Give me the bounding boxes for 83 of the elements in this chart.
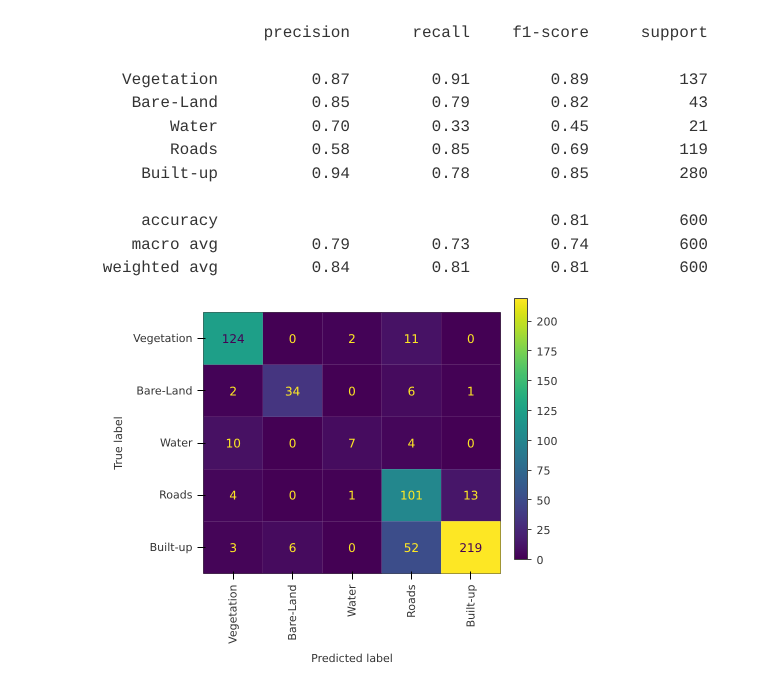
data-label: 219 — [459, 540, 482, 555]
x-tick-label: Roads — [404, 584, 418, 618]
data-label: 34 — [284, 384, 300, 398]
text: 0.79 — [432, 94, 470, 112]
y-tick-label: Built-up — [150, 540, 193, 554]
x-tick-label: Water — [346, 584, 358, 618]
category-label: precision — [264, 23, 350, 43]
color-bar-label: 25 — [536, 524, 550, 538]
x-tick-label: Bare-Land — [286, 584, 300, 641]
text: 0.89 — [550, 71, 589, 89]
data-label: 2 — [348, 332, 356, 346]
color-bar-label: 50 — [536, 494, 550, 508]
text: 0.84 — [312, 259, 350, 277]
text: 0.45 — [550, 118, 589, 136]
data-label: 4 — [229, 488, 238, 503]
text: 0.91 — [432, 71, 470, 89]
text: 0.85 — [312, 94, 350, 112]
text: 600 — [679, 259, 708, 277]
y-tick-label: Bare-Land — [136, 384, 193, 398]
data-label: 124 — [222, 332, 245, 346]
text: 137 — [679, 71, 708, 89]
color-bar-label: 75 — [536, 464, 550, 478]
data-label: 11 — [404, 332, 420, 346]
x-tick-label: Built-up — [464, 584, 478, 628]
color-bar-label: 100 — [536, 434, 558, 448]
text: 0.73 — [432, 236, 470, 254]
category-label: weighted avg — [102, 259, 218, 277]
color-bar-label: 150 — [536, 375, 558, 388]
data-label: 0 — [288, 436, 296, 450]
color-bar-label: 0 — [536, 554, 544, 567]
text: 21 — [688, 118, 708, 136]
data-label: 0 — [348, 540, 356, 555]
text: 0.74 — [550, 236, 589, 254]
category-label: accuracy — [141, 212, 218, 230]
data-label: 13 — [463, 488, 478, 503]
text: 0.33 — [432, 118, 470, 136]
text: 0.85 — [432, 141, 470, 159]
x-axis-title: Predicted label — [311, 652, 393, 665]
color-bar-label: 200 — [536, 316, 558, 329]
text: 0.94 — [312, 165, 350, 183]
text: 0.78 — [432, 165, 470, 183]
text: 280 — [679, 165, 708, 183]
category-label: macro avg — [132, 236, 218, 254]
data-label: 7 — [348, 436, 356, 450]
text: 0.81 — [550, 212, 589, 230]
data-label: 0 — [288, 332, 296, 346]
data-label: 3 — [229, 540, 238, 555]
x-tick-label: Vegetation — [226, 584, 240, 644]
category-label: support — [640, 23, 708, 43]
text: 600 — [679, 236, 708, 254]
y-tick-label: Roads — [159, 488, 193, 502]
text: 0.81 — [432, 259, 470, 277]
color-bar-label: 125 — [536, 405, 558, 418]
text: 0.58 — [312, 141, 350, 159]
text: 0.79 — [312, 236, 350, 254]
text: 600 — [679, 212, 708, 230]
data-label: 6 — [408, 384, 416, 398]
y-tick-label: Vegetation — [133, 332, 193, 346]
text: 0.87 — [312, 71, 350, 89]
data-label: 0 — [466, 332, 475, 346]
text: 0.69 — [550, 141, 589, 159]
text: 0.81 — [550, 259, 589, 277]
data-label: 2 — [229, 384, 238, 398]
data-label: 0 — [348, 384, 356, 398]
data-label: 4 — [408, 436, 416, 450]
y-tick-label: Water — [160, 436, 193, 450]
text: 43 — [688, 94, 708, 112]
color-bar-label: 175 — [536, 345, 558, 358]
category-label: f1-score — [512, 23, 589, 43]
y-axis-title: True label — [112, 416, 126, 471]
data-label: 1 — [348, 488, 356, 503]
category-label: recall — [412, 23, 470, 43]
text: 0.70 — [312, 118, 350, 136]
text: 0.85 — [550, 165, 589, 183]
data-label: 0 — [288, 488, 296, 503]
data-label: 0 — [466, 436, 475, 450]
data-label: 1 — [466, 384, 475, 398]
text: 119 — [679, 141, 708, 159]
data-label: 6 — [288, 540, 296, 555]
data-label: 52 — [404, 540, 420, 555]
data-label: 101 — [400, 488, 423, 503]
data-label: 10 — [226, 436, 241, 450]
text: 0.82 — [550, 94, 589, 112]
